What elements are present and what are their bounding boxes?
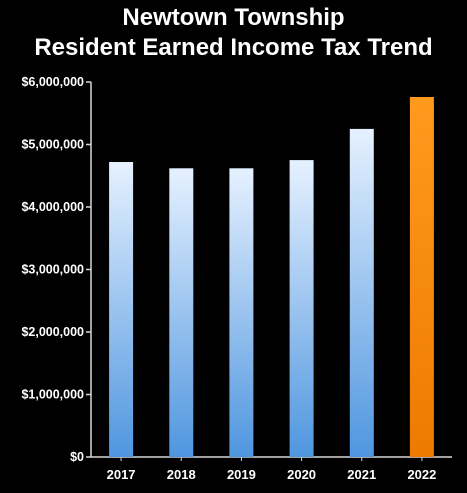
y-tick-label: $3,000,000 <box>21 263 84 277</box>
chart-axes <box>86 81 452 461</box>
chart-title-line-2: Resident Earned Income Tax Trend <box>34 34 433 61</box>
bar-2019 <box>229 168 254 458</box>
y-axis-labels: $0 $1,000,000 $2,000,000 $3,000,000 $4,000,0… <box>21 75 84 464</box>
x-tick-label: 2018 <box>167 467 196 482</box>
x-tick-label: 2019 <box>227 467 256 482</box>
bar-2020 <box>289 160 314 457</box>
x-axis-labels: 2017 2018 2019 2020 2021 2022 <box>107 467 437 482</box>
y-tick-label: $6,000,000 <box>21 75 84 89</box>
x-tick-label: 2017 <box>107 467 136 482</box>
bar-2022 <box>409 97 434 457</box>
bar-2018 <box>169 168 194 458</box>
bar-2017 <box>109 162 134 457</box>
y-tick-label: $1,000,000 <box>21 388 84 402</box>
bar-2021 <box>349 128 374 457</box>
chart-title-line-1: Newtown Township <box>122 4 345 31</box>
y-tick-label: $5,000,000 <box>21 138 84 152</box>
y-tick-label: $4,000,000 <box>21 200 84 214</box>
y-tick-label: $0 <box>70 450 84 464</box>
x-tick-label: 2021 <box>347 467 376 482</box>
chart-bars <box>109 97 434 458</box>
y-tick-label: $2,000,000 <box>21 325 84 339</box>
x-tick-label: 2020 <box>287 467 316 482</box>
x-tick-label: 2022 <box>407 467 436 482</box>
